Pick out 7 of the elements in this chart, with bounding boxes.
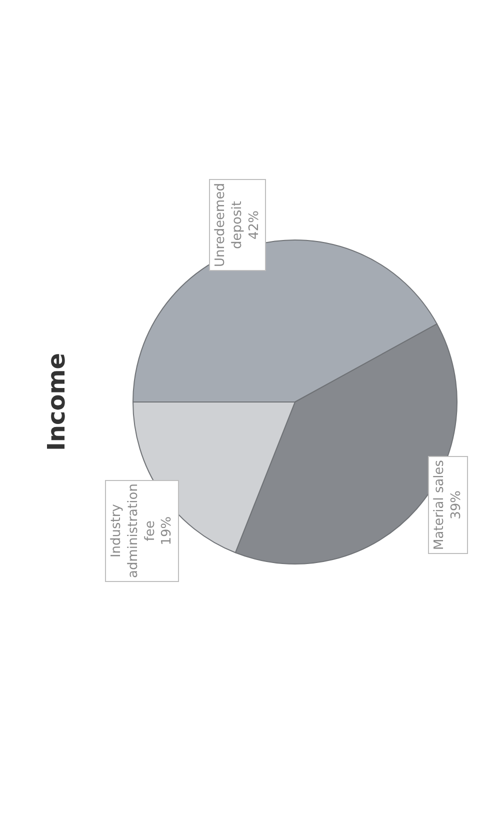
slice-label: Industry administration fee — [109, 484, 158, 578]
slice-label: Unredeemed deposit — [213, 183, 245, 267]
text: Income — [42, 352, 70, 452]
slice-label: Material sales — [432, 460, 447, 550]
data-label: 19% — [160, 516, 175, 546]
data-label: 39% — [448, 490, 464, 520]
data-label: 42% — [246, 210, 262, 240]
